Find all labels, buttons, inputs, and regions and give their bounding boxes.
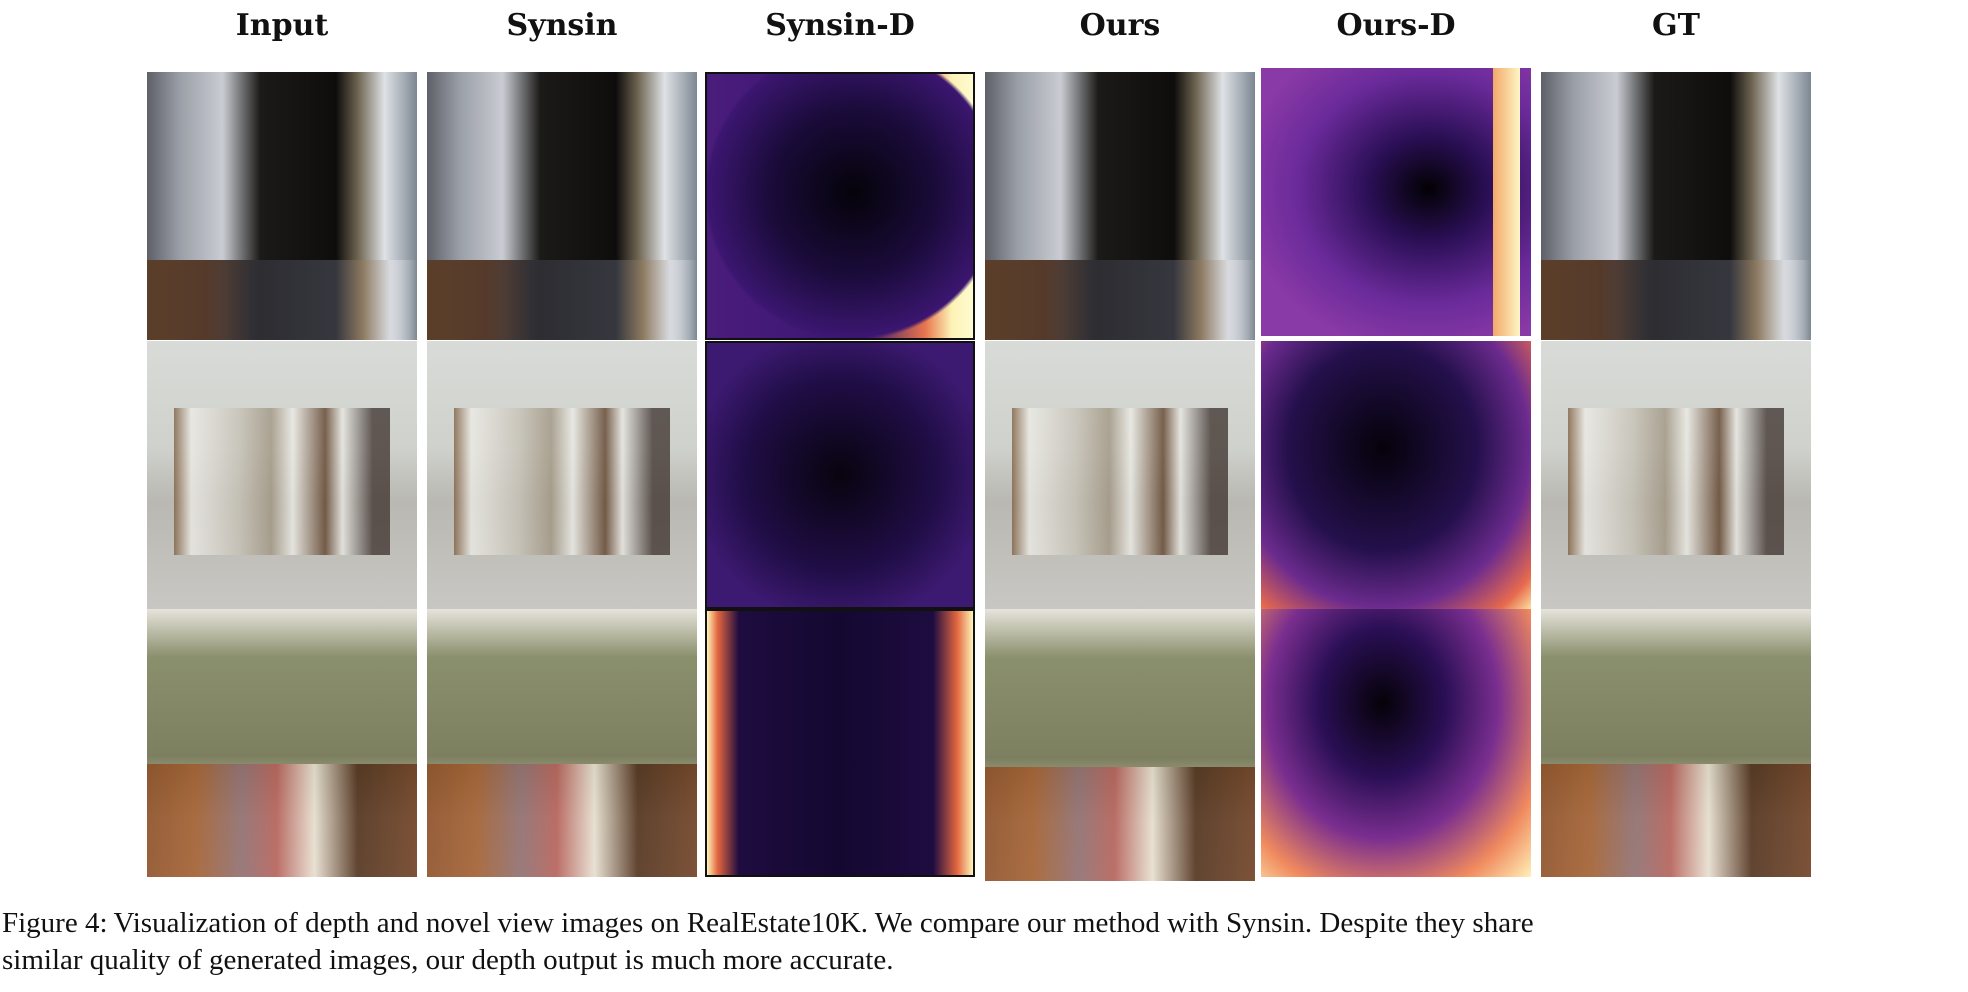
- synsin-depth-row3: [705, 609, 975, 877]
- input-image-row3: [147, 609, 417, 877]
- column-header-input: Input: [235, 8, 329, 43]
- column-header-synsin: Synsin: [506, 8, 618, 43]
- column-header-synsin-d: Synsin-D: [765, 8, 915, 43]
- caption-text: Visualization of depth and novel view im…: [113, 907, 1534, 939]
- ours-image-row2: [985, 341, 1255, 609]
- gt-image-row1: [1541, 72, 1811, 340]
- column-header-ours: Ours: [1079, 8, 1161, 43]
- synsin-depth-row1: [705, 72, 975, 340]
- ours-image-row3: [985, 609, 1255, 881]
- caption-text-line2: similar quality of generated images, our…: [2, 944, 894, 976]
- gt-image-row2: [1541, 341, 1811, 609]
- ours-image-row1: [985, 72, 1255, 340]
- ours-depth-row2: [1261, 341, 1531, 609]
- ours-depth-row1: [1261, 68, 1531, 336]
- synsin-image-row2: [427, 341, 697, 609]
- gt-image-row3: [1541, 609, 1811, 877]
- column-header-ours-d: Ours-D: [1336, 8, 1456, 43]
- ours-depth-row3: [1261, 609, 1531, 877]
- synsin-image-row3: [427, 609, 697, 877]
- input-image-row1: [147, 72, 417, 340]
- input-image-row2: [147, 341, 417, 609]
- caption-label: Figure 4:: [2, 907, 108, 939]
- figure-caption: Figure 4: Visualization of depth and nove…: [2, 905, 1968, 979]
- column-header-gt: GT: [1652, 8, 1700, 43]
- synsin-image-row1: [427, 72, 697, 340]
- synsin-depth-row2: [705, 341, 975, 609]
